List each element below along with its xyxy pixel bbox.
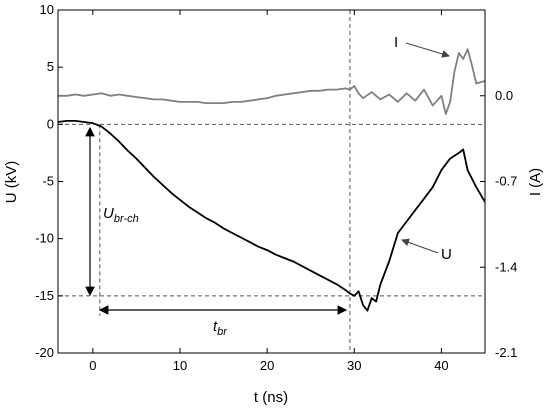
y-left-tick-label: -10 [35, 231, 54, 246]
ubrch-label: Ubr-ch [103, 205, 139, 225]
x-tick-label: 0 [89, 358, 96, 373]
reference-lines [58, 10, 485, 353]
u-series-label: U [441, 246, 452, 263]
y-right-tick-label: -1.4 [495, 259, 517, 274]
y-right-tick-label: 0.0 [495, 88, 513, 103]
y-left-axis-ticks: -20 -15 -10 -5 0 5 10 [35, 2, 63, 360]
x-tick-label: 40 [434, 358, 448, 373]
x-axis-ticks: 0 10 20 30 40 [89, 10, 449, 373]
y-left-tick-label: -15 [35, 288, 54, 303]
y-left-axis-title: U (kV) [3, 161, 20, 204]
y-right-tick-label: -0.7 [495, 174, 517, 189]
series-line-i [58, 48, 485, 115]
i-series-label: I [394, 34, 398, 51]
x-axis-title: t (ns) [254, 389, 288, 406]
y-right-axis-title: I (A) [527, 168, 544, 196]
y-left-tick-label: 5 [47, 59, 54, 74]
tbr-label: tbr [213, 318, 228, 338]
y-right-axis-ticks: 0.0 -0.7 -1.4 -2.1 [480, 88, 517, 360]
series-layer [58, 48, 485, 312]
x-tick-label: 20 [260, 358, 274, 373]
x-tick-label: 30 [347, 358, 361, 373]
i-pointer [405, 42, 450, 58]
plot-frame [57, 9, 486, 354]
u-pointer [401, 238, 439, 254]
series-line-u [58, 120, 485, 312]
y-left-tick-label: -20 [35, 345, 54, 360]
y-right-tick-label: -2.1 [495, 345, 517, 360]
y-left-tick-label: -5 [42, 174, 54, 189]
y-left-tick-label: 10 [40, 2, 54, 17]
x-tick-label: 10 [173, 358, 187, 373]
annotations: Ubr-ch tbr I U [85, 34, 452, 338]
y-left-tick-label: 0 [47, 116, 54, 131]
